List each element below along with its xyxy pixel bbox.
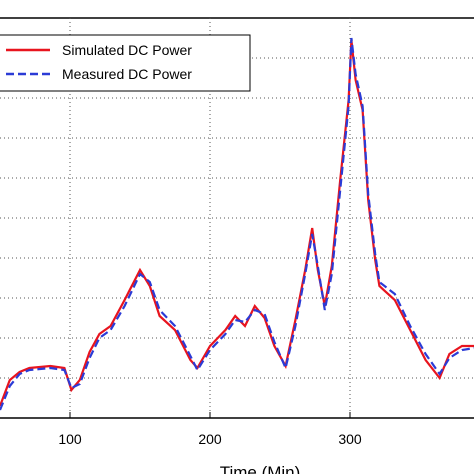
x-axis-label: Time (Min) [220, 463, 301, 474]
legend-label: Measured DC Power [62, 66, 192, 82]
data-line [0, 39, 474, 407]
plot-frame [0, 17, 474, 419]
data-line [0, 37, 474, 411]
x-tick-label: 300 [338, 431, 362, 447]
x-tick-label: 100 [58, 431, 82, 447]
legend-box [0, 34, 251, 92]
legend: Simulated DC Power Measured DC Power [0, 34, 251, 92]
x-tick-label: 200 [198, 431, 222, 447]
legend-label: Simulated DC Power [62, 42, 192, 58]
